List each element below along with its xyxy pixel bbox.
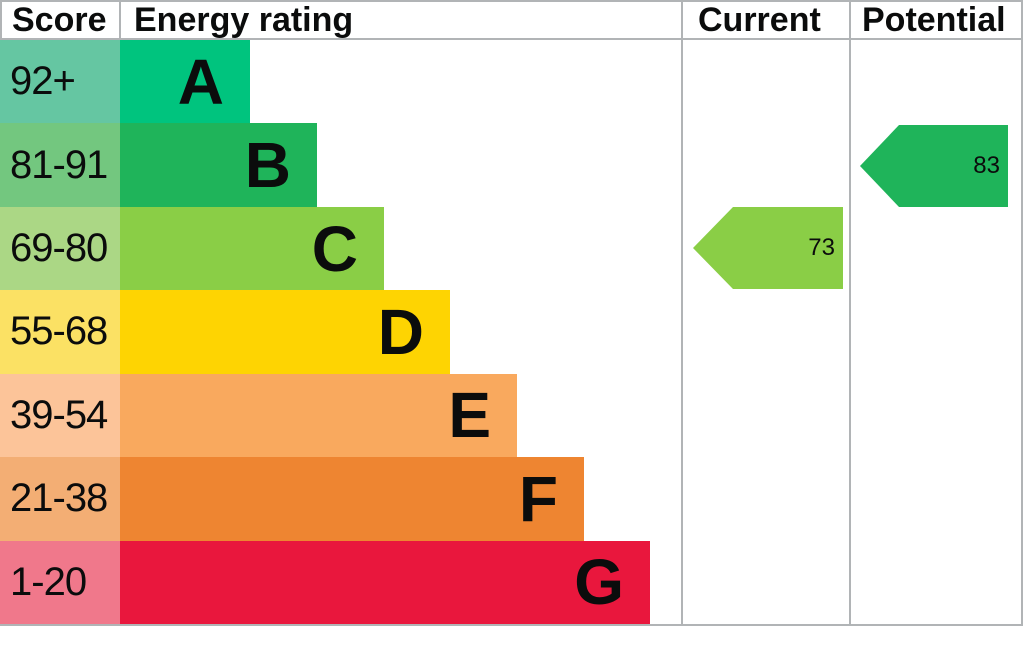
band-row: 39-54 E [0, 373, 1024, 458]
band-bar: B [120, 123, 317, 207]
potential-rating-value: 83 [973, 152, 1000, 179]
band-letter: B [244, 129, 291, 202]
band-row: 55-68 D [0, 290, 1024, 374]
band-score-range: 55-68 [0, 290, 120, 374]
border-right [1021, 0, 1023, 626]
header-energy-rating: Energy rating [134, 1, 354, 39]
potential-rating-arrow: 83 [860, 125, 1008, 207]
current-rating-value: 73 [808, 234, 835, 261]
band-letter: C [311, 212, 358, 285]
band-letter: A [177, 45, 224, 118]
band-row: 92+ A [0, 40, 1024, 124]
band-bar: F [120, 457, 584, 541]
band-bar: E [120, 373, 517, 458]
band-letter: F [518, 462, 558, 535]
band-score-range: 69-80 [0, 206, 120, 291]
band-score-range: 21-38 [0, 457, 120, 541]
score-column-divider [119, 0, 121, 38]
header-bottom-border [0, 38, 1023, 40]
band-row: 69-80 C [0, 206, 1024, 291]
band-score-range: 92+ [0, 40, 120, 124]
band-bar: D [120, 290, 450, 374]
band-row: 81-91 B [0, 123, 1024, 207]
current-rating-arrow: 73 [693, 207, 843, 289]
band-bar: G [120, 540, 650, 624]
band-letter: D [377, 295, 424, 368]
header-current: Current [698, 1, 821, 39]
band-letter: G [574, 546, 624, 619]
potential-column-divider [849, 0, 851, 626]
border-top [0, 0, 1023, 2]
header-potential: Potential [862, 1, 1006, 39]
band-row: 21-38 F [0, 457, 1024, 541]
current-column-divider [681, 0, 683, 626]
border-bottom [0, 624, 1023, 626]
band-rows: 92+ A 81-91 B 69-80 C 55-68 D 39-54 [0, 40, 1024, 624]
left-pointing-arrow-icon [693, 207, 843, 289]
band-score-range: 81-91 [0, 123, 120, 207]
band-bar: A [120, 40, 250, 124]
band-score-range: 39-54 [0, 373, 120, 458]
left-pointing-arrow-icon [860, 125, 1008, 207]
band-row: 1-20 G [0, 540, 1024, 624]
band-letter: E [448, 379, 491, 452]
band-score-range: 1-20 [0, 540, 120, 624]
band-bar: C [120, 206, 384, 291]
header-score: Score [12, 1, 107, 39]
border-left [0, 0, 2, 40]
